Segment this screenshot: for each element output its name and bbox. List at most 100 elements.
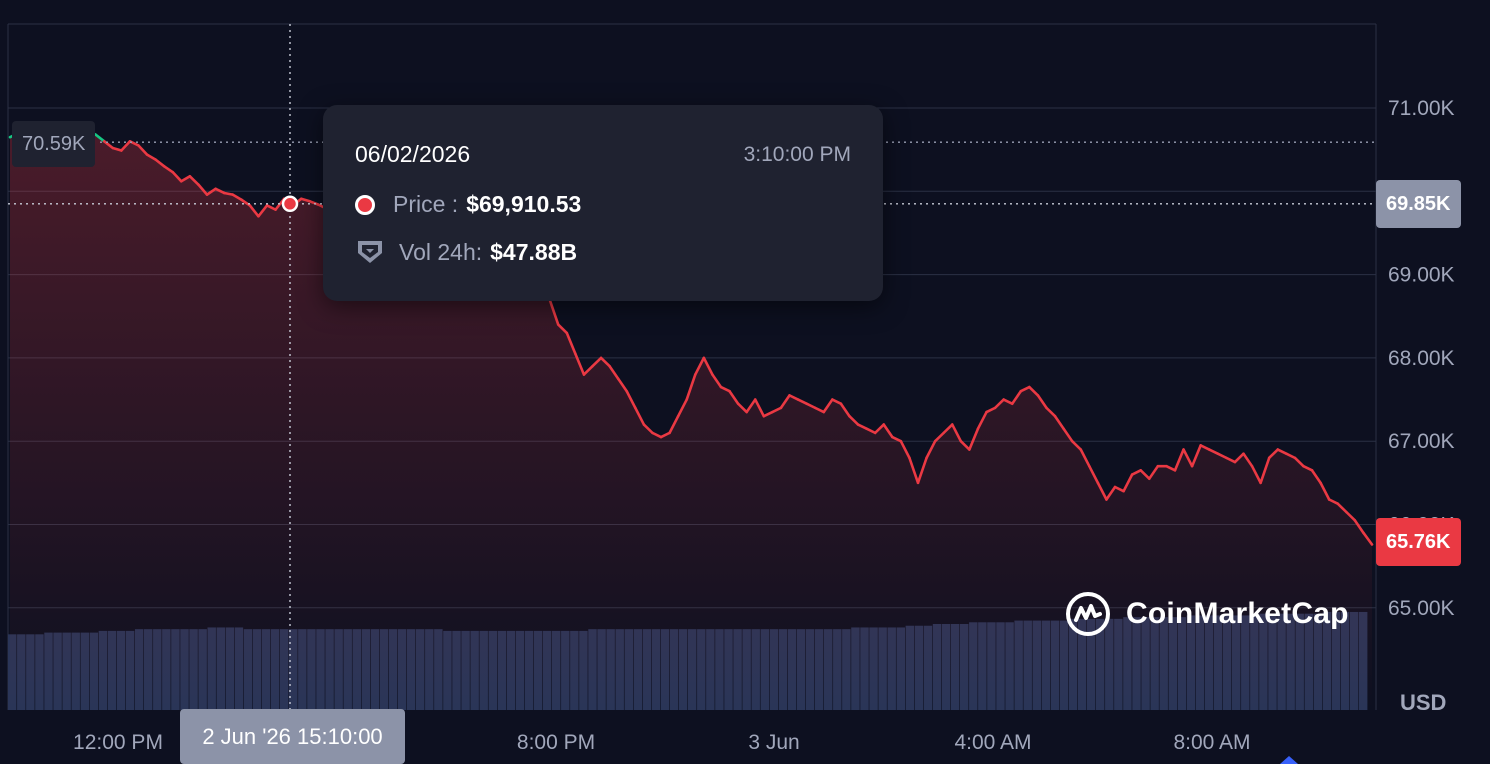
price-line-segment	[137, 144, 149, 156]
price-line-segment	[779, 394, 791, 410]
price-line-segment	[222, 191, 235, 196]
price-line-segment	[985, 406, 997, 414]
price-line-segment	[942, 423, 954, 435]
price-line-segment	[805, 402, 817, 410]
price-line-segment	[1079, 448, 1091, 468]
price-line-segment	[1216, 452, 1228, 460]
y-tick-label: 71.00K	[1388, 97, 1455, 120]
price-line-segment	[702, 356, 714, 376]
price-line-segment	[1327, 498, 1340, 505]
price-line-segment	[1285, 452, 1297, 460]
price-line-segment	[745, 398, 757, 414]
price-line-segment	[899, 439, 911, 460]
price-line-segment	[976, 410, 988, 431]
price-line-segment	[582, 364, 594, 376]
price-line-segment	[1036, 394, 1048, 410]
price-line-segment	[1345, 510, 1357, 522]
price-line-segment	[1233, 452, 1245, 464]
price-line-segment	[1199, 444, 1211, 451]
current-price-badge: 65.76K	[1376, 518, 1461, 566]
price-line-segment	[154, 158, 166, 168]
price-line-segment	[1045, 406, 1057, 418]
x-tick-label: 8:00 PM	[517, 731, 595, 754]
price-line-segment	[1250, 464, 1262, 485]
price-line-segment	[1122, 473, 1134, 493]
price-line-segment	[882, 423, 894, 439]
tooltip-price-value: $69,910.53	[466, 191, 582, 217]
price-line-segment	[676, 398, 689, 418]
price-line-segment	[1147, 464, 1160, 480]
x-tick-label: 3 Jun	[748, 731, 799, 754]
price-line-segment	[591, 356, 603, 368]
price-line-segment	[248, 204, 260, 218]
tooltip-time: 3:10:00 PM	[743, 143, 851, 166]
price-line-segment	[771, 406, 783, 414]
price-line-segment	[548, 298, 560, 326]
price-line-segment	[1302, 464, 1314, 472]
price-line-segment	[616, 377, 629, 393]
price-line-segment	[1319, 481, 1331, 501]
price-line-segment	[120, 140, 132, 152]
scroll-marker-icon	[1280, 756, 1298, 764]
price-line-segment	[556, 323, 569, 335]
price-line-segment	[162, 165, 175, 174]
price-line-segment	[1139, 469, 1151, 480]
price-line-segment	[728, 389, 740, 406]
price-line-segment	[145, 153, 157, 161]
price-line-segment	[1310, 469, 1322, 485]
price-line-segment	[608, 364, 620, 381]
price-line-segment	[762, 410, 774, 418]
price-line-segment	[180, 175, 192, 183]
price-line-segment	[959, 439, 971, 451]
price-line-segment	[197, 183, 209, 196]
open-price-badge: 70.59K	[12, 121, 96, 167]
price-line-segment	[1053, 414, 1065, 431]
price-line-segment	[753, 398, 766, 418]
price-line-segment	[848, 414, 860, 426]
price-line-segment	[231, 193, 243, 201]
price-line-segment	[1130, 469, 1143, 476]
price-line-segment	[634, 406, 646, 426]
price-line-segment	[1165, 464, 1177, 472]
price-line-segment	[813, 406, 826, 414]
price-line-segment	[257, 204, 269, 218]
y-tick-label: 68.00K	[1388, 347, 1455, 370]
price-line-segment	[711, 373, 723, 389]
price-line-segment	[933, 431, 945, 443]
volume-shield-icon	[358, 241, 382, 263]
x-tick-label: 12:00 PM	[73, 731, 163, 754]
tooltip-price-label: Price :	[393, 191, 459, 217]
coinmarketcap-logo-icon	[1066, 592, 1110, 636]
crosshair-point	[281, 195, 299, 213]
price-line-segment	[693, 356, 706, 376]
price-line-segment	[94, 133, 106, 143]
price-line-segment	[668, 414, 680, 435]
price-line-segment	[719, 385, 731, 393]
price-line-segment	[1010, 389, 1023, 406]
price-line-segment	[822, 398, 834, 414]
price-line-segment	[873, 423, 886, 435]
price-line-segment	[599, 356, 611, 368]
price-line-segment	[908, 456, 920, 485]
price-line-segment	[1028, 385, 1040, 397]
price-line-segment	[1182, 448, 1194, 468]
price-line-segment	[651, 431, 663, 439]
crosshair-price-badge: 69.85K	[1376, 180, 1461, 228]
price-line-segment	[1242, 452, 1254, 468]
price-line-segment	[1362, 531, 1374, 546]
price-line-segment	[1353, 519, 1365, 535]
price-line-segment	[925, 439, 937, 460]
price-line-segment	[625, 389, 637, 410]
price-line-segment	[916, 456, 928, 485]
price-tooltip: 06/02/2026 3:10:00 PM Price : $69,910.53…	[323, 105, 883, 301]
price-line-segment	[993, 398, 1005, 410]
x-tick-label: 8:00 AM	[1173, 731, 1250, 754]
price-line-segment	[831, 398, 843, 406]
y-tick-label: 67.00K	[1388, 430, 1455, 453]
price-line-segment	[265, 204, 277, 211]
price-line-segment	[102, 140, 115, 150]
price-line-segment	[856, 423, 868, 431]
price-line-segment	[839, 402, 851, 418]
price-line-segment	[659, 431, 671, 439]
